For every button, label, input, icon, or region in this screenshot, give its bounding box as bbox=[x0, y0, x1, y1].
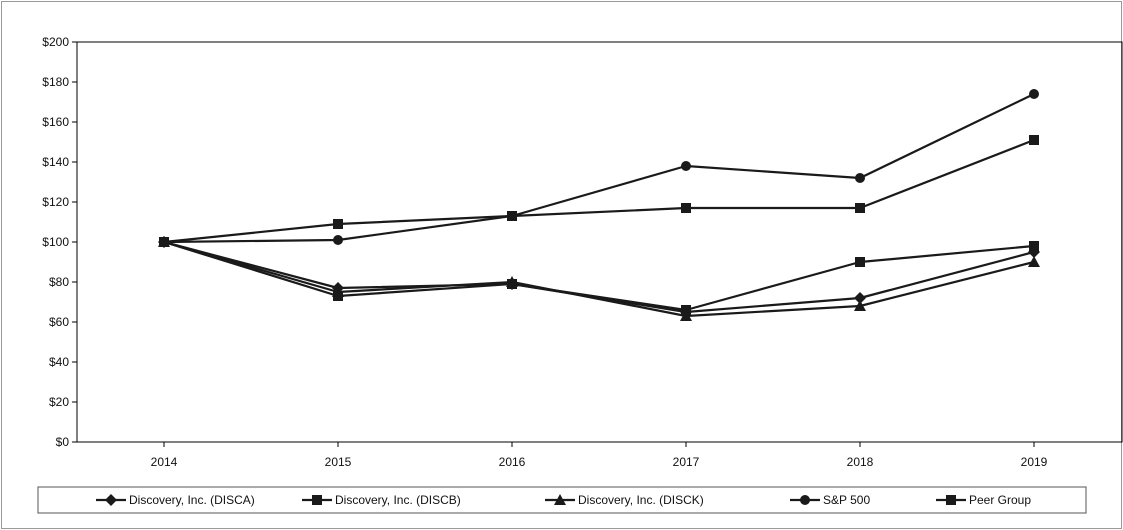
data-point bbox=[854, 300, 866, 311]
legend-label: Discovery, Inc. (DISCK) bbox=[578, 493, 704, 507]
data-point bbox=[332, 286, 344, 297]
y-tick-label: $120 bbox=[42, 195, 69, 209]
series-line bbox=[163, 138, 1035, 244]
y-tick-label: $180 bbox=[42, 75, 69, 89]
x-tick-label: 2018 bbox=[847, 455, 874, 469]
series-layer bbox=[158, 89, 1040, 321]
data-point bbox=[680, 310, 692, 321]
y-tick-label: $60 bbox=[49, 315, 69, 329]
data-point bbox=[855, 173, 865, 183]
data-point bbox=[1029, 135, 1039, 145]
data-point bbox=[506, 276, 518, 287]
legend: Discovery, Inc. (DISCA) Discovery, Inc. (… bbox=[96, 493, 1031, 507]
x-tick-label: 2016 bbox=[499, 455, 526, 469]
legend-label: S&P 500 bbox=[823, 493, 870, 507]
data-point bbox=[333, 235, 343, 245]
legend-marker bbox=[946, 495, 956, 505]
legend-marker bbox=[312, 495, 322, 505]
data-point bbox=[681, 203, 691, 213]
y-tick-label: $160 bbox=[42, 115, 69, 129]
data-point bbox=[854, 292, 866, 304]
legend-label: Discovery, Inc. (DISCB) bbox=[335, 493, 461, 507]
y-tick-label: $20 bbox=[49, 395, 69, 409]
legend-item: Discovery, Inc. (DISCB) bbox=[302, 493, 461, 507]
data-point bbox=[1028, 256, 1040, 267]
y-axis: $0 $20 $40 $60 $80 $100 $120 $140 $160 $180 $200 bbox=[42, 35, 77, 449]
legend-marker bbox=[105, 494, 117, 506]
data-point bbox=[681, 161, 691, 171]
y-tick-label: $140 bbox=[42, 155, 69, 169]
x-tick-label: 2014 bbox=[151, 455, 178, 469]
y-tick-label: $80 bbox=[49, 275, 69, 289]
x-axis: 2014 2015 2016 2017 2018 2019 bbox=[151, 442, 1048, 469]
series-5 bbox=[159, 135, 1039, 247]
legend-item: S&P 500 bbox=[790, 493, 870, 507]
data-point bbox=[855, 257, 865, 267]
y-tick-label: $0 bbox=[56, 435, 70, 449]
series-line bbox=[163, 93, 1035, 244]
y-tick-label: $100 bbox=[42, 235, 69, 249]
data-point bbox=[855, 203, 865, 213]
legend-marker bbox=[554, 494, 566, 505]
data-point bbox=[1029, 89, 1039, 99]
legend-item: Discovery, Inc. (DISCK) bbox=[545, 493, 704, 507]
legend-label: Discovery, Inc. (DISCA) bbox=[129, 493, 255, 507]
x-tick-label: 2017 bbox=[673, 455, 700, 469]
legend-label: Peer Group bbox=[969, 493, 1031, 507]
legend-item: Discovery, Inc. (DISCA) bbox=[96, 493, 255, 507]
legend-item: Peer Group bbox=[936, 493, 1031, 507]
legend-marker bbox=[800, 495, 810, 505]
data-point bbox=[333, 219, 343, 229]
x-tick-label: 2019 bbox=[1021, 455, 1048, 469]
data-point bbox=[507, 211, 517, 221]
series-line bbox=[163, 240, 1035, 318]
data-point bbox=[159, 237, 169, 247]
series-line bbox=[163, 240, 1035, 312]
y-tick-label: $40 bbox=[49, 355, 69, 369]
data-point bbox=[1029, 241, 1039, 251]
x-tick-label: 2015 bbox=[325, 455, 352, 469]
y-tick-label: $200 bbox=[42, 35, 69, 49]
